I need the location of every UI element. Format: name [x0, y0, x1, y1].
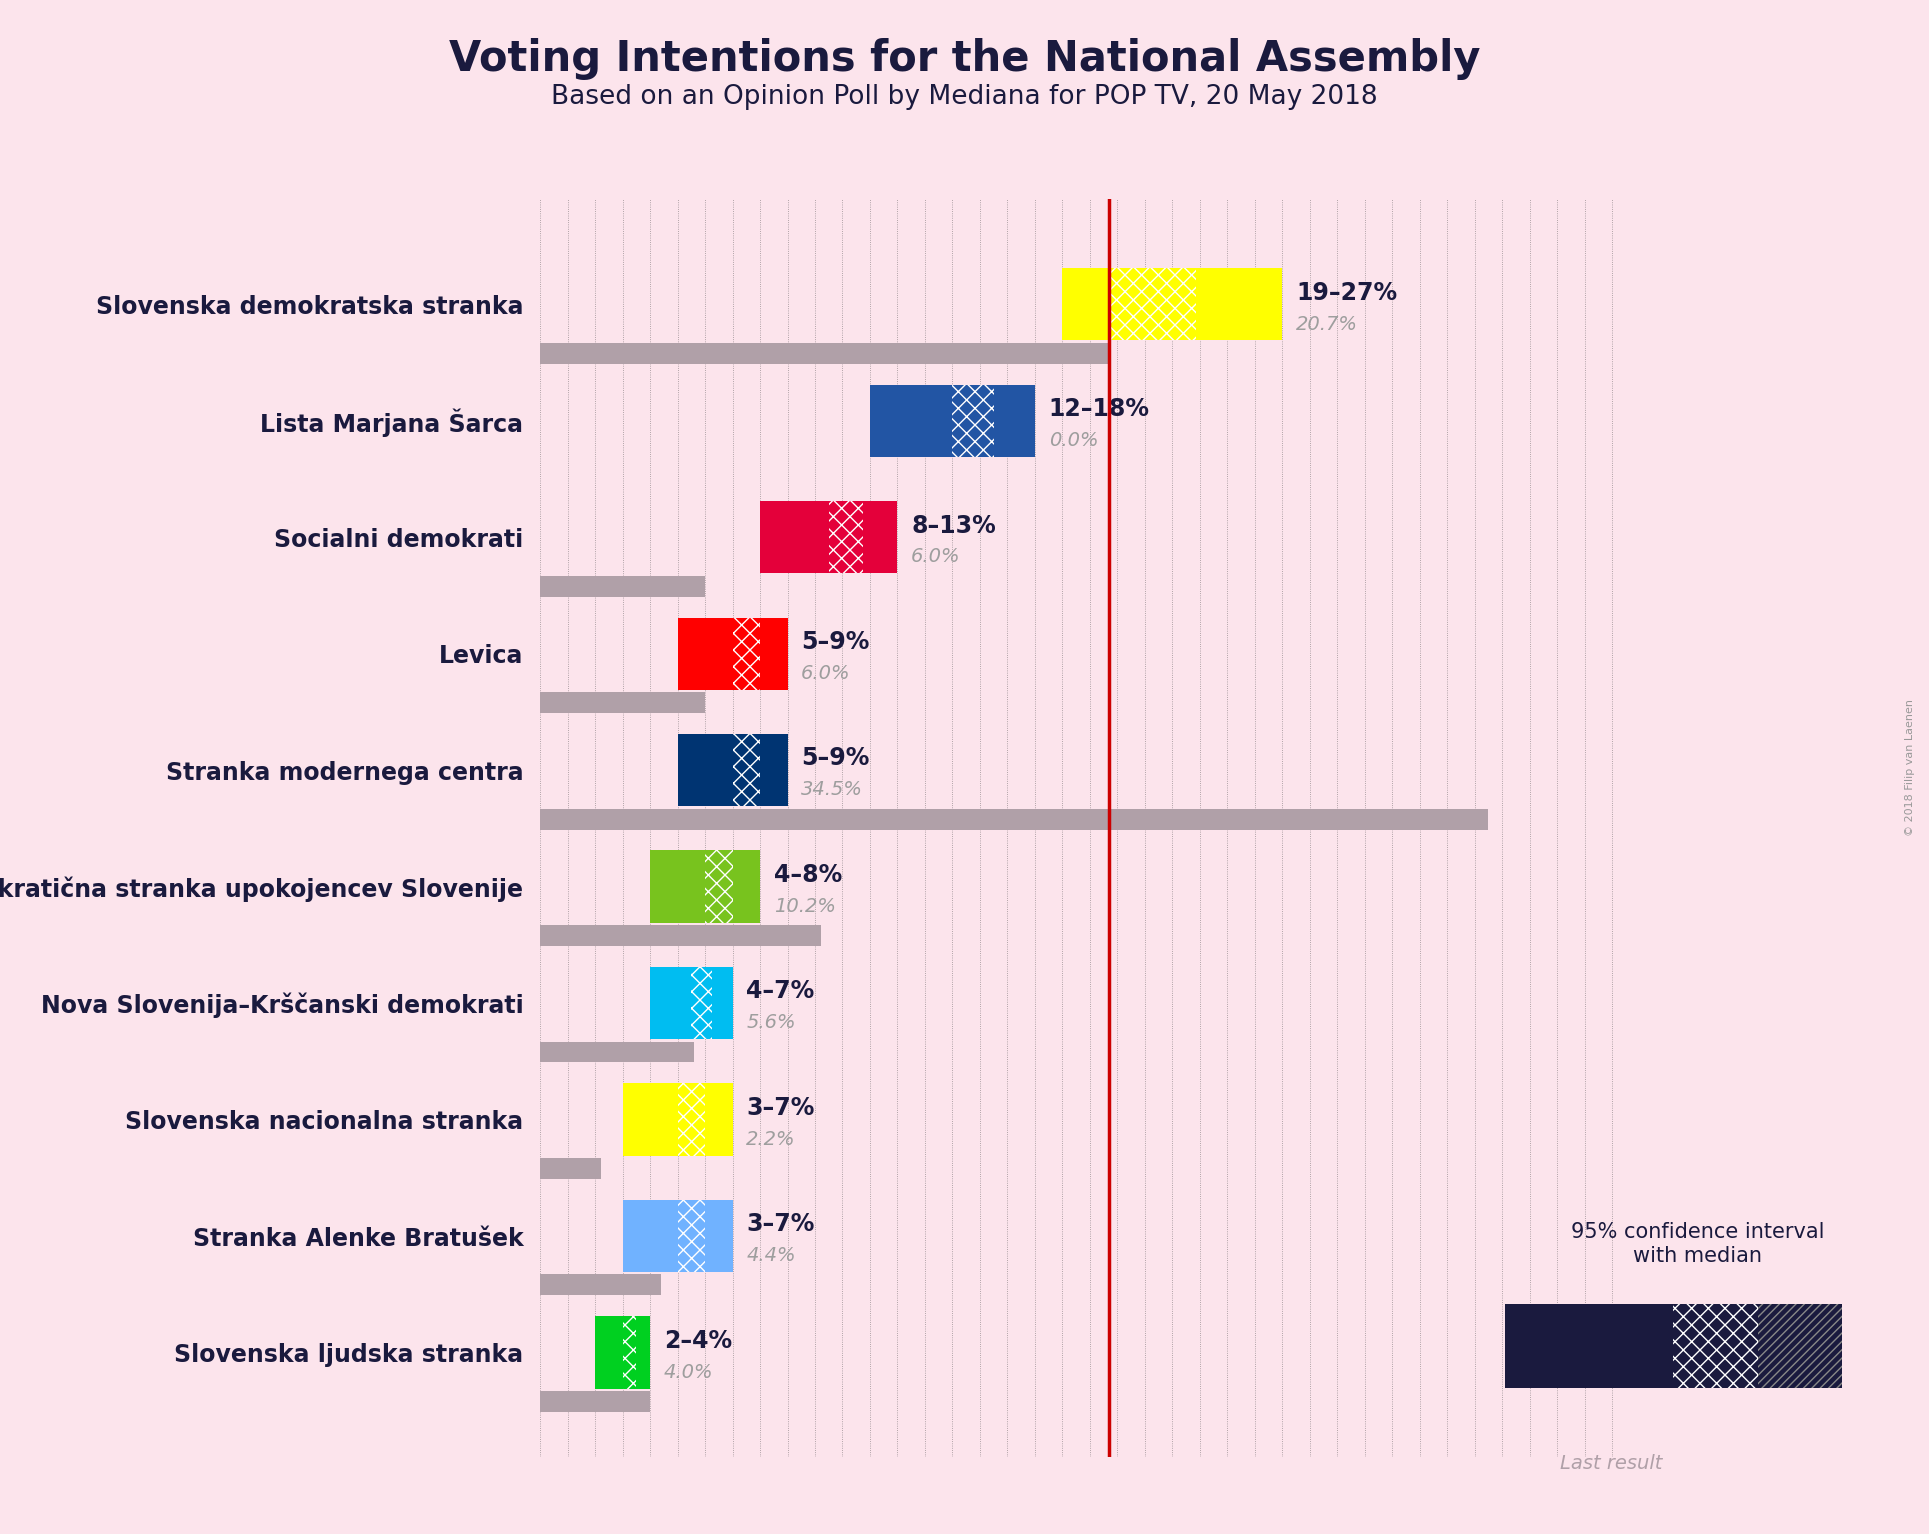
Bar	[706, 850, 733, 923]
Bar	[733, 618, 760, 690]
Text: © 2018 Filip van Laenen: © 2018 Filip van Laenen	[1906, 698, 1915, 836]
Text: Based on an Opinion Poll by Mediana for POP TV, 20 May 2018: Based on an Opinion Poll by Mediana for …	[552, 84, 1377, 110]
Bar	[540, 1275, 662, 1295]
Bar	[677, 1083, 706, 1155]
Bar	[712, 966, 733, 1039]
Text: 5–9%: 5–9%	[801, 630, 870, 653]
Bar	[540, 925, 820, 946]
Bar	[677, 618, 733, 690]
Bar	[540, 1158, 600, 1180]
Bar	[650, 850, 706, 923]
Bar	[540, 808, 1489, 830]
Text: 12–18%: 12–18%	[1049, 397, 1150, 420]
Bar	[650, 966, 691, 1039]
Text: 95% confidence interval
with median: 95% confidence interval with median	[1570, 1223, 1825, 1266]
Text: Voting Intentions for the National Assembly: Voting Intentions for the National Assem…	[449, 38, 1480, 80]
Bar	[760, 735, 787, 807]
Bar	[862, 502, 897, 574]
Bar	[540, 342, 1109, 364]
Text: Last result: Last result	[1559, 1454, 1663, 1473]
Text: 6.0%: 6.0%	[801, 664, 851, 683]
Bar	[733, 850, 760, 923]
Bar	[1063, 268, 1109, 341]
Text: 19–27%: 19–27%	[1296, 281, 1397, 305]
Text: 4–8%: 4–8%	[774, 864, 843, 887]
Bar	[540, 1042, 694, 1063]
Bar	[733, 735, 760, 807]
Bar	[691, 966, 712, 1039]
Bar	[760, 502, 829, 574]
Bar	[870, 385, 953, 457]
Text: 34.5%: 34.5%	[801, 781, 862, 799]
Text: 6.0%: 6.0%	[910, 548, 961, 566]
Bar	[829, 502, 862, 574]
Bar	[953, 385, 993, 457]
Bar	[1196, 268, 1283, 341]
Bar	[993, 385, 1034, 457]
Text: 4–7%: 4–7%	[747, 979, 814, 1003]
Bar	[706, 1083, 733, 1155]
Text: 8–13%: 8–13%	[910, 514, 995, 537]
Text: 4.0%: 4.0%	[664, 1362, 714, 1382]
Bar	[594, 1316, 623, 1388]
Bar	[540, 1391, 650, 1411]
Bar	[1757, 1304, 1842, 1388]
Text: 3–7%: 3–7%	[747, 1212, 814, 1236]
Bar	[677, 735, 733, 807]
Bar	[623, 1083, 677, 1155]
Text: 20.7%: 20.7%	[1296, 314, 1358, 333]
Text: 3–7%: 3–7%	[747, 1095, 814, 1120]
Text: 5–9%: 5–9%	[801, 747, 870, 770]
Text: 4.4%: 4.4%	[747, 1246, 797, 1266]
Bar	[540, 575, 706, 597]
Bar	[677, 1200, 706, 1272]
Text: 5.6%: 5.6%	[747, 1014, 797, 1032]
Bar	[637, 1316, 650, 1388]
Bar	[623, 1200, 677, 1272]
Bar	[1109, 268, 1196, 341]
Bar	[706, 1200, 733, 1272]
Text: 2–4%: 2–4%	[664, 1328, 731, 1353]
Bar	[1674, 1304, 1757, 1388]
Bar	[623, 1316, 637, 1388]
Bar	[1505, 1304, 1674, 1388]
Text: 2.2%: 2.2%	[747, 1131, 797, 1149]
Bar	[540, 692, 706, 713]
Bar	[760, 618, 787, 690]
Text: 0.0%: 0.0%	[1049, 431, 1098, 449]
Text: 10.2%: 10.2%	[774, 897, 835, 916]
